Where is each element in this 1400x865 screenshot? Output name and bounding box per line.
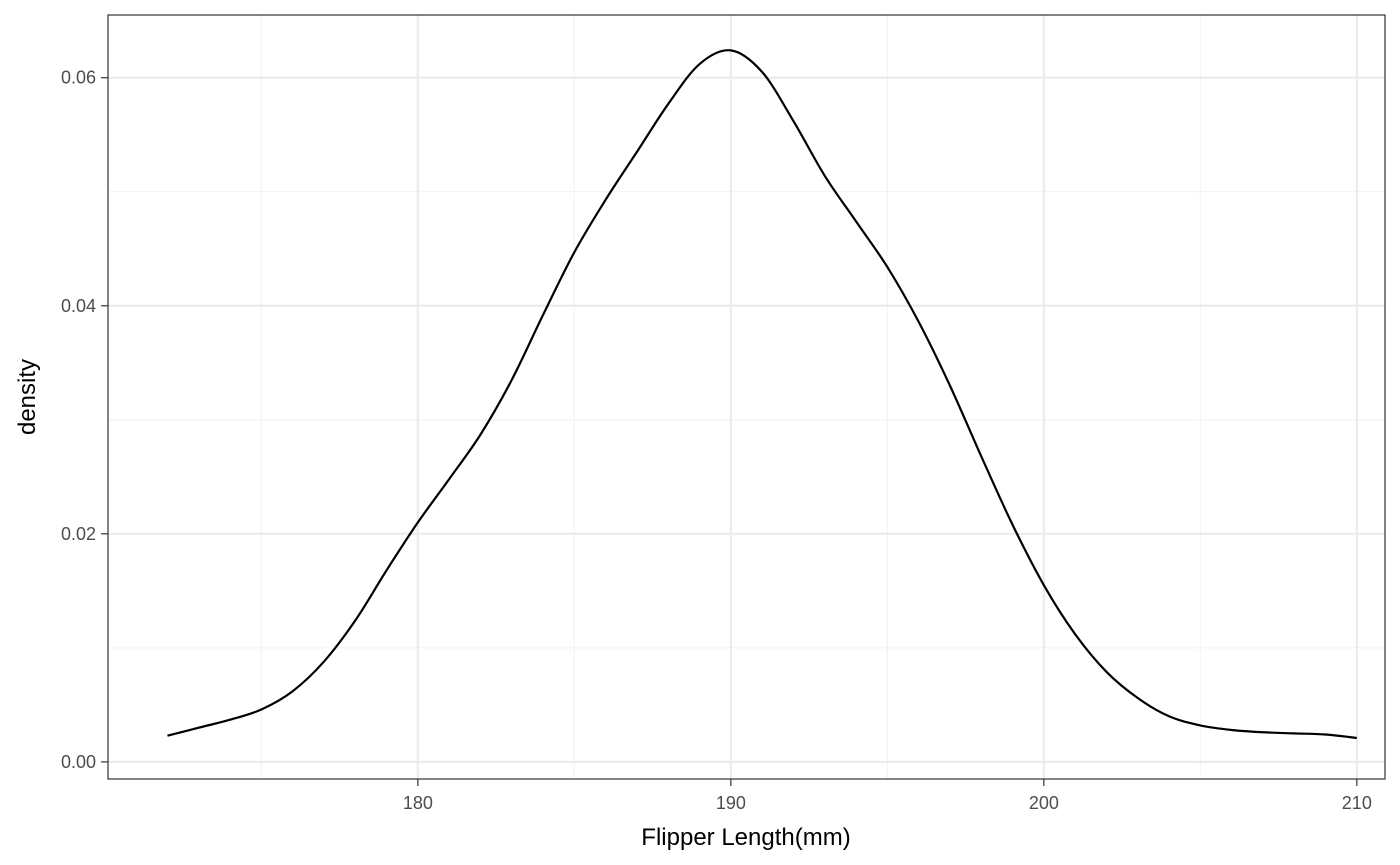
y-tick-label: 0.02 bbox=[61, 524, 96, 544]
y-axis-title: density bbox=[14, 359, 41, 435]
y-tick-label: 0.00 bbox=[61, 752, 96, 772]
x-axis-title: Flipper Length(mm) bbox=[641, 824, 850, 851]
plot-panel bbox=[108, 15, 1385, 779]
x-tick-label: 200 bbox=[1029, 793, 1059, 813]
x-axis: 180 190 200 210 bbox=[403, 779, 1372, 813]
y-tick-label: 0.04 bbox=[61, 296, 96, 316]
minor-gridlines bbox=[108, 15, 1385, 779]
x-tick-label: 180 bbox=[403, 793, 433, 813]
panel-border bbox=[107, 14, 1386, 780]
density-curve bbox=[167, 49, 1357, 740]
x-tick-label: 190 bbox=[716, 793, 746, 813]
x-tick-label: 210 bbox=[1342, 793, 1372, 813]
major-gridlines bbox=[108, 15, 1385, 779]
y-axis: 0.00 0.02 0.04 0.06 bbox=[61, 68, 108, 772]
y-tick-label: 0.06 bbox=[61, 68, 96, 88]
